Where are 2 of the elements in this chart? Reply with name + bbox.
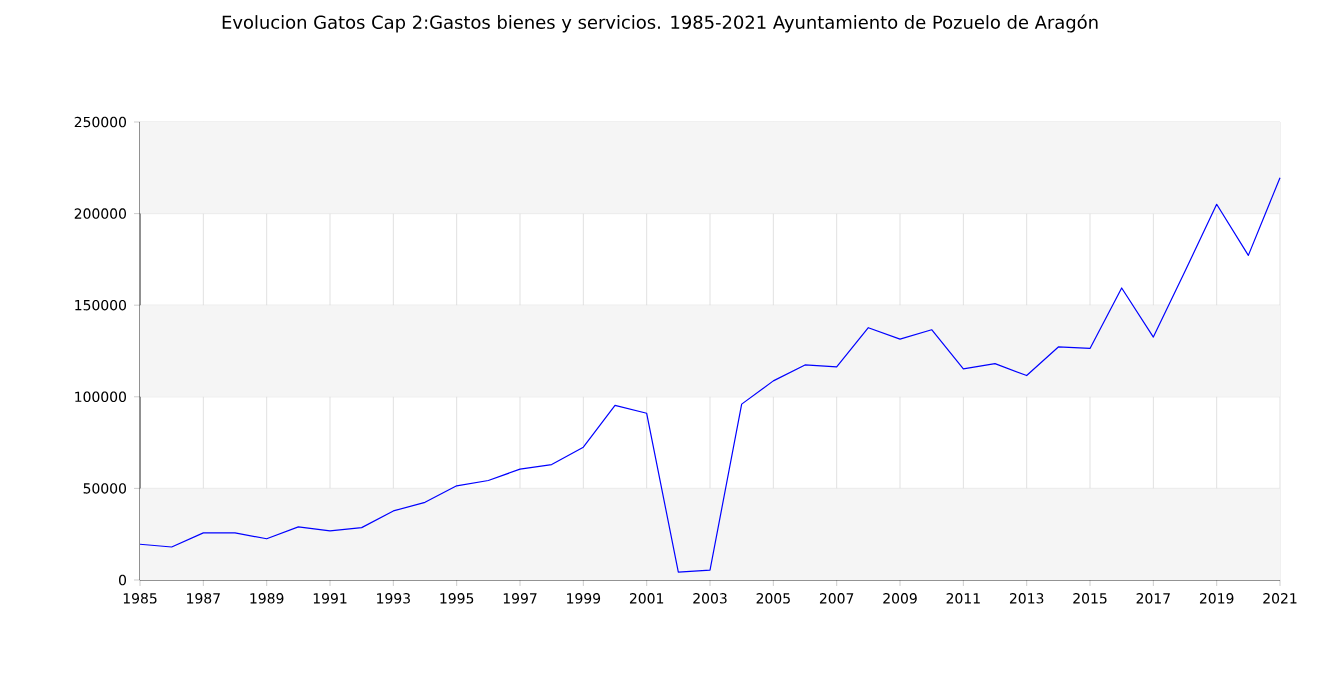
chart-title: Evolucion Gatos Cap 2:Gastos bienes y servicios. 1985-2021 Ayuntamiento de Pozuelo de Aragón — [222, 14, 1098, 33]
line-series — [139, 177, 1281, 573]
